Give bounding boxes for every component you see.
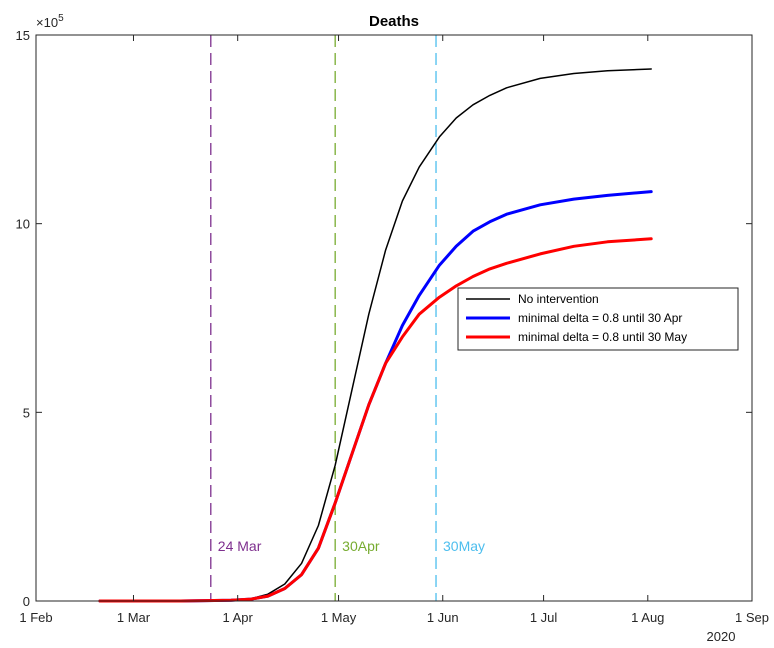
y-tick-label-3: 15 [16, 28, 30, 43]
y-tick-label-1: 5 [23, 405, 30, 420]
legend-entry-2: minimal delta = 0.8 until 30 May [518, 330, 687, 344]
plot-area: 24 Mar 30Apr 30May [98, 35, 653, 603]
legend-entry-1: minimal delta = 0.8 until 30 Apr [518, 311, 682, 325]
legend: No intervention minimal delta = 0.8 until… [457, 287, 739, 351]
vertical-line-label-1: 30Apr [342, 538, 380, 554]
y-exponent-label: ×105 [36, 13, 64, 30]
vertical-line-label-2: 30May [443, 538, 485, 554]
axes: 1 Feb 1 Mar 1 Apr 1 May 1 Jun 1 Jul 1 Aug 1 Sep… [16, 28, 769, 625]
x-tick-label-4: 1 Jun [427, 610, 459, 625]
y-exponent-base: ×10 [36, 15, 58, 30]
y-tick-label-0: 0 [23, 594, 30, 609]
svg-text:×105: ×105 [36, 13, 64, 30]
x-tick-label-7: 1 Sep [735, 610, 769, 625]
x-tick-label-1: 1 Mar [117, 610, 151, 625]
chart-title: Deaths [369, 13, 419, 30]
y-exponent-power: 5 [58, 13, 64, 24]
x-tick-label-2: 1 Apr [223, 610, 254, 625]
x-year-label: 2020 [707, 629, 736, 644]
x-tick-label-0: 1 Feb [19, 610, 52, 625]
vertical-line-label-0: 24 Mar [218, 538, 262, 554]
x-tick-label-3: 1 May [321, 610, 357, 625]
legend-entry-0: No intervention [518, 292, 599, 306]
axes-box [35, 34, 753, 602]
x-tick-label-6: 1 Aug [631, 610, 664, 625]
x-tick-label-5: 1 Jul [530, 610, 558, 625]
series-line-2 [98, 237, 653, 603]
y-tick-label-2: 10 [16, 217, 30, 232]
